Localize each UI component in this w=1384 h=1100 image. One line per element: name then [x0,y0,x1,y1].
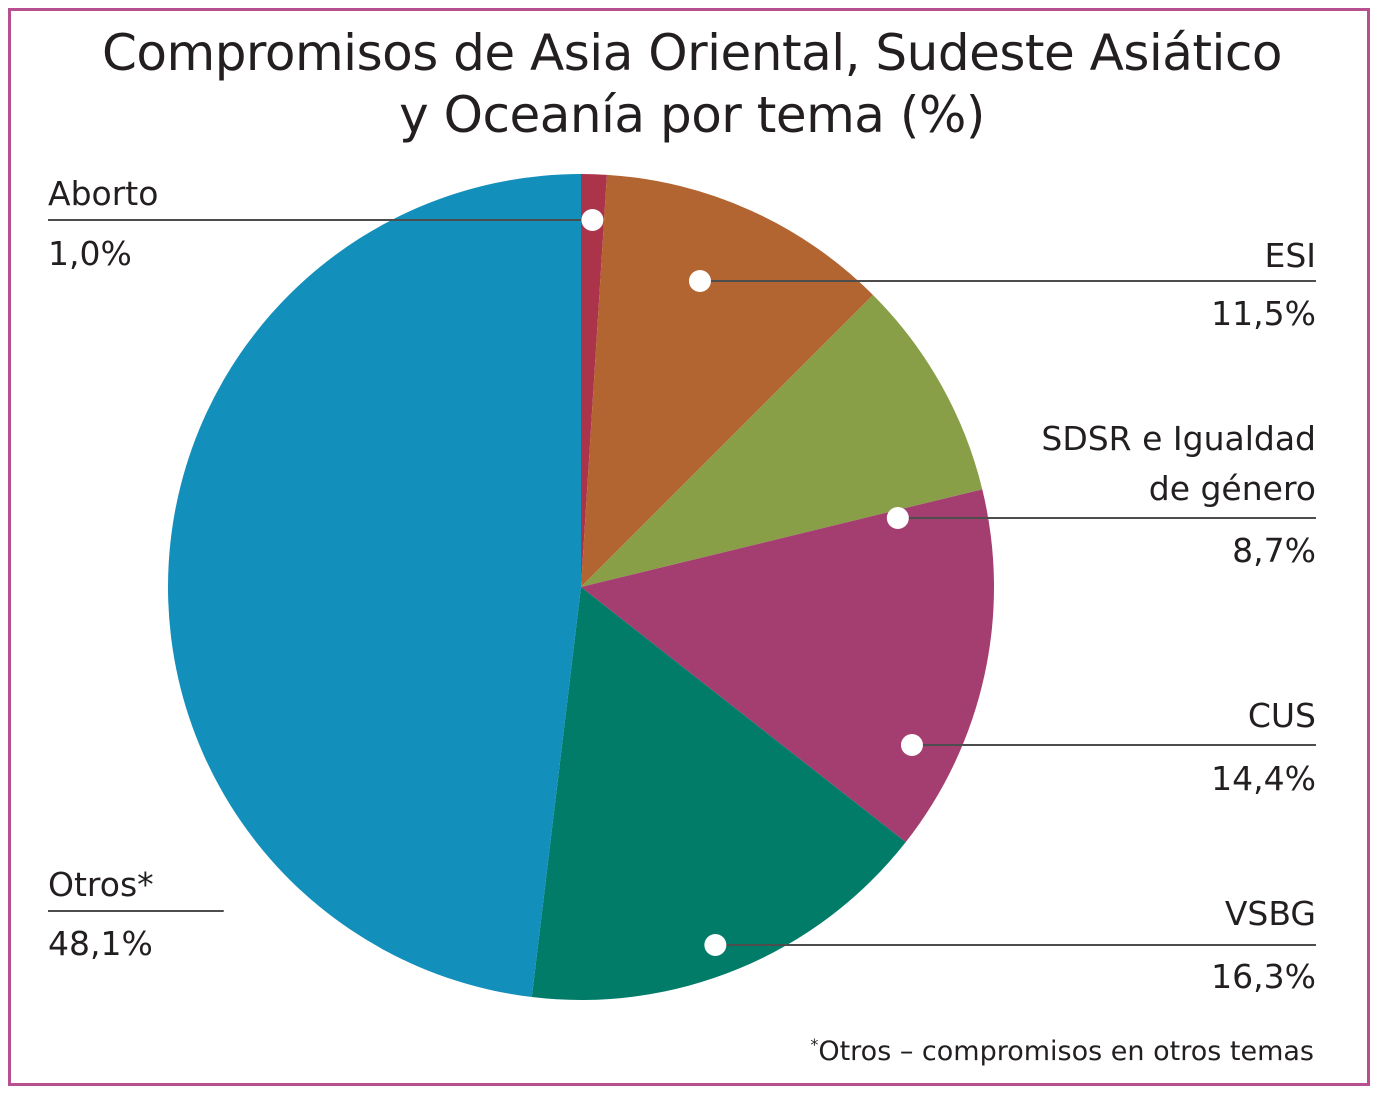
slice-label: Otros* [48,865,154,904]
pie-slice-sdsr-e-igualdad [581,294,983,587]
footnote-mark: * [810,1035,819,1054]
pie-slice-aborto [581,174,607,587]
slice-label: SDSR e Igualdad [1041,419,1316,458]
slice-value-label: 16,3% [1211,957,1316,996]
slice-marker-dot [900,734,923,756]
slice-label: VSBG [1225,894,1316,933]
slice-label: Aborto [48,174,158,213]
slice-value-label: 1,0% [48,234,132,273]
chart-title-line1: Compromisos de Asia Oriental, Sudeste As… [101,24,1283,82]
slice-label: ESI [1264,236,1316,275]
chart-title-line2: y Oceanía por tema (%) [399,86,985,144]
slice-marker-dot [886,507,909,529]
slice-label: CUS [1248,696,1316,735]
pie-slice-esi [581,174,874,588]
pie-slice-vsbg [531,587,906,1000]
slice-value-label: 48,1% [48,924,153,963]
slice-value-label: 11,5% [1211,294,1316,333]
pie-slice-cus [581,489,994,843]
slice-marker-dot [688,270,711,292]
slice-value-label: 8,7% [1232,531,1316,570]
slice-label-line2: de género [1149,469,1316,508]
pie-slice-otros [168,174,581,998]
slice-marker-dot [581,209,604,231]
footnote: *Otros – compromisos en otros temas [810,1035,1314,1067]
slice-value-label: 14,4% [1211,759,1316,798]
slice-marker-dot [704,934,727,956]
chart-frame [8,8,1370,1086]
slice-marker-dot [223,900,246,922]
footnote-text: Otros – compromisos en otros temas [818,1036,1314,1067]
chart-title: Compromisos de Asia Oriental, Sudeste As… [0,22,1384,146]
